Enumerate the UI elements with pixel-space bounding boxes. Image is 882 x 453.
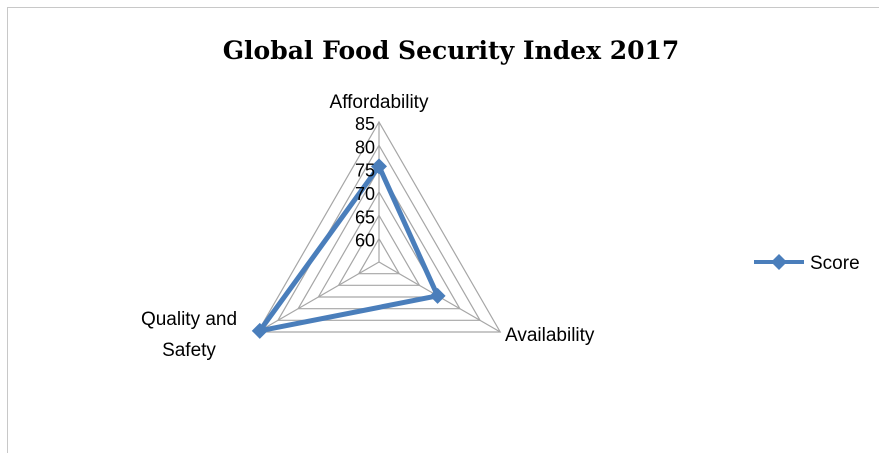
axis-label: Quality and bbox=[141, 309, 237, 330]
radar-grid bbox=[256, 120, 502, 333]
grid-ring-85 bbox=[256, 120, 502, 333]
grid-ring-60 bbox=[357, 237, 401, 275]
series-layer bbox=[251, 158, 446, 339]
tick-label: 65 bbox=[355, 207, 375, 227]
legend-marker-diamond bbox=[771, 254, 787, 270]
tick-label: 85 bbox=[355, 114, 375, 134]
axis-labels: Affordability Availability Quality and Safe… bbox=[141, 92, 595, 361]
chart-area bbox=[7, 7, 879, 453]
axis-label: Safety bbox=[162, 340, 216, 361]
legend-label-score: Score bbox=[810, 253, 860, 274]
axis-label: Availability bbox=[505, 325, 595, 346]
legend: Score bbox=[754, 253, 860, 274]
tick-label: 70 bbox=[355, 184, 375, 204]
series-line bbox=[257, 163, 441, 334]
tick-label: 60 bbox=[355, 231, 375, 251]
chart-title: Global Food Security Index 2017 bbox=[223, 36, 680, 65]
grid-ring-65 bbox=[337, 214, 421, 286]
tick-labels: 60 65 70 75 80 85 bbox=[355, 114, 375, 251]
tick-label: 75 bbox=[355, 161, 375, 181]
data-point bbox=[371, 158, 387, 175]
tick-label: 80 bbox=[355, 137, 375, 157]
axis-label: Affordability bbox=[330, 92, 429, 113]
data-point bbox=[251, 322, 268, 339]
spoke-2 bbox=[257, 261, 380, 333]
grid-ring-70 bbox=[317, 190, 441, 298]
data-point bbox=[429, 287, 446, 304]
